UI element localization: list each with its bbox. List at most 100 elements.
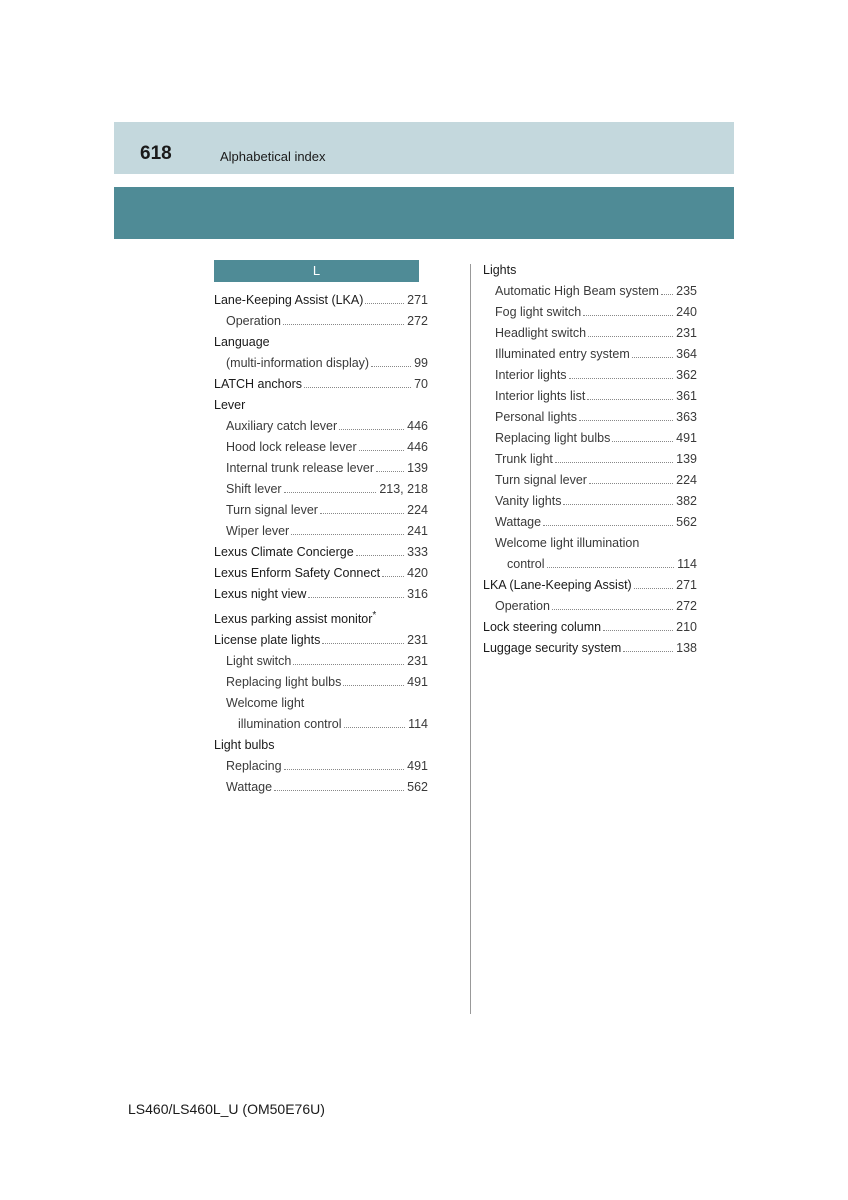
entry-label: Wattage [495,512,541,533]
entry-label: Turn signal lever [226,500,318,521]
leader-dots [308,597,404,598]
entry-page: 231 [676,323,697,344]
entry-label: Operation [226,311,281,332]
entry-label: Automatic High Beam system [495,281,659,302]
entry-page: 114 [677,554,697,575]
entry-label: Fog light switch [495,302,581,323]
entry-page: 224 [676,470,697,491]
entry-label: Wattage [226,777,272,798]
entry-label: Illuminated entry system [495,344,630,365]
leader-dots [603,630,673,631]
index-entry: (multi-information display) 99 [214,353,428,374]
entry-page: 362 [676,365,697,386]
entry-label: Turn signal lever [495,470,587,491]
left-column: L Lane-Keeping Assist (LKA)271Operation2… [214,260,458,1014]
entry-label: Headlight switch [495,323,586,344]
entry-page: 272 [676,596,697,617]
index-entry: Wiper lever241 [214,521,428,542]
entry-page: 491 [676,428,697,449]
entry-page: 562 [676,512,697,533]
leader-dots [623,651,673,652]
index-entry: Replacing light bulbs491 [483,428,697,449]
entry-label: Lever [214,395,245,416]
entry-label: Hood lock release lever [226,437,357,458]
entry-page: 446 [407,437,428,458]
entry-label: Lexus night view [214,584,306,605]
index-entry: Replacing light bulbs491 [214,672,428,693]
index-entry: Interior lights 362 [483,365,697,386]
index-entry: Personal lights363 [483,407,697,428]
entry-page: 99 [414,353,428,374]
leader-dots [579,420,673,421]
index-entry: Auxiliary catch lever446 [214,416,428,437]
entry-label: LATCH anchors [214,374,302,395]
entry-label: Light bulbs [214,735,274,756]
leader-dots [632,357,673,358]
entry-page: 562 [407,777,428,798]
leader-dots [376,471,404,472]
entry-label: Lights [483,260,516,281]
leader-dots [569,378,674,379]
index-entry: Welcome light [214,693,428,714]
entry-page: 231 [407,630,428,651]
index-entry: Headlight switch 231 [483,323,697,344]
right-column: LightsAutomatic High Beam system235Fog l… [483,260,727,1014]
leader-dots [284,769,405,770]
entry-page: 70 [414,374,428,395]
entry-label: Luggage security system [483,638,621,659]
leader-dots [583,315,673,316]
header-band [114,122,734,174]
leader-dots [547,567,675,568]
entry-label: LKA (Lane-Keeping Assist) [483,575,632,596]
leader-dots [589,483,673,484]
index-entry: Interior lights list361 [483,386,697,407]
entry-page: 272 [407,311,428,332]
page-title: Alphabetical index [220,149,326,164]
entry-page: 224 [407,500,428,521]
entry-label: Interior lights list [495,386,585,407]
asterisk-icon: * [372,610,376,621]
entry-label: Lexus Climate Concierge [214,542,354,563]
entry-label: (multi-information display) [226,353,369,374]
entry-label: License plate lights [214,630,320,651]
entry-label: Personal lights [495,407,577,428]
index-entry: LATCH anchors 70 [214,374,428,395]
index-entry: Light bulbs [214,735,428,756]
entry-page: 271 [407,290,428,311]
leader-dots [359,450,405,451]
index-entry: Hood lock release lever 446 [214,437,428,458]
leader-dots [304,387,411,388]
leader-dots [587,399,673,400]
index-entry: Lever [214,395,428,416]
entry-page: 138 [676,638,697,659]
leader-dots [588,336,673,337]
index-entry: Language [214,332,428,353]
entry-label: Wiper lever [226,521,289,542]
leader-dots [344,727,406,728]
entry-page: 231 [407,651,428,672]
entry-label: Welcome light illumination [495,533,639,554]
entry-label: control [507,554,545,575]
index-content: L Lane-Keeping Assist (LKA)271Operation2… [214,260,738,1014]
entry-label: Vanity lights [495,491,561,512]
entry-label: Lexus Enform Safety Connect [214,563,380,584]
entry-page: 235 [676,281,697,302]
index-entry: Lock steering column210 [483,617,697,638]
entry-page: 491 [407,672,428,693]
entry-label: illumination control [238,714,342,735]
index-entry: Illuminated entry system 364 [483,344,697,365]
leader-dots [555,462,673,463]
entry-label: Lane-Keeping Assist (LKA) [214,290,363,311]
entry-page: 316 [407,584,428,605]
entry-label: Interior lights [495,365,567,386]
entry-page: 271 [676,575,697,596]
leader-dots [356,555,404,556]
entry-page: 364 [676,344,697,365]
entry-page: 213, 218 [379,479,428,500]
index-entry: Fog light switch240 [483,302,697,323]
entry-page: 446 [407,416,428,437]
index-entry: LKA (Lane-Keeping Assist) 271 [483,575,697,596]
entry-page: 210 [676,617,697,638]
leader-dots [382,576,404,577]
leader-dots [339,429,404,430]
